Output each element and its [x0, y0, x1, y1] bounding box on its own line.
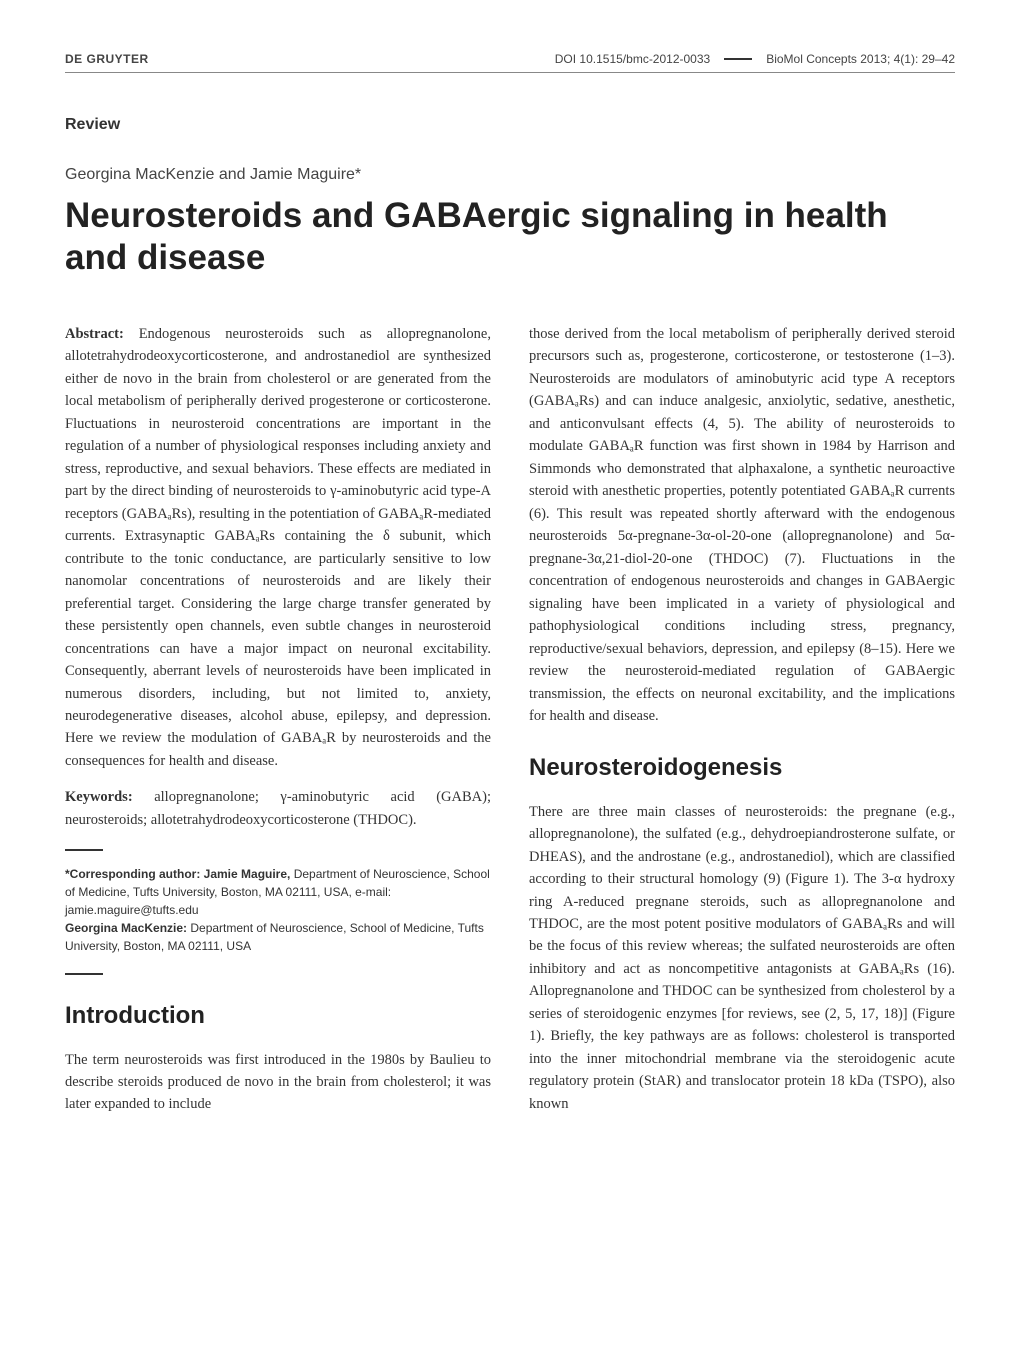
- article-title: Neurosteroids and GABAergic signaling in…: [65, 195, 955, 279]
- two-column-layout: Abstract: Endogenous neurosteroids such …: [65, 323, 955, 1130]
- section-heading-neurosteroidogenesis: Neurosteroidogenesis: [529, 749, 955, 786]
- doi-text: DOI 10.1515/bmc-2012-0033: [555, 50, 710, 68]
- header-rule: [65, 72, 955, 73]
- intro-rule: [65, 973, 103, 975]
- col2-paragraph-2: There are three main classes of neuroste…: [529, 801, 955, 1116]
- author-info-block: *Corresponding author: Jamie Maguire, De…: [65, 865, 491, 955]
- header-separator-icon: [724, 58, 752, 60]
- abstract-body: Endogenous neurosteroids such as allopre…: [65, 326, 491, 769]
- author-info-rule: [65, 849, 103, 851]
- second-author-label: Georgina MacKenzie:: [65, 921, 187, 935]
- header-right: DOI 10.1515/bmc-2012-0033 BioMol Concept…: [555, 50, 955, 68]
- right-column: those derived from the local metabolism …: [529, 323, 955, 1130]
- article-type-label: Review: [65, 113, 955, 137]
- abstract-label: Abstract:: [65, 326, 124, 342]
- running-header: DE GRUYTER DOI 10.1515/bmc-2012-0033 Bio…: [65, 50, 955, 68]
- intro-paragraph: The term neurosteroids was first introdu…: [65, 1049, 491, 1116]
- publisher-name: DE GRUYTER: [65, 50, 149, 68]
- corresponding-author-label: *Corresponding author: Jamie Maguire,: [65, 867, 290, 881]
- authors-line: Georgina MacKenzie and Jamie Maguire*: [65, 163, 955, 187]
- abstract-paragraph: Abstract: Endogenous neurosteroids such …: [65, 323, 491, 772]
- section-heading-introduction: Introduction: [65, 997, 491, 1034]
- left-column: Abstract: Endogenous neurosteroids such …: [65, 323, 491, 1130]
- citation-text: BioMol Concepts 2013; 4(1): 29–42: [766, 50, 955, 68]
- col2-paragraph-1: those derived from the local metabolism …: [529, 323, 955, 727]
- keywords-label: Keywords:: [65, 789, 133, 805]
- keywords-paragraph: Keywords: allopregnanolone; γ-aminobutyr…: [65, 786, 491, 831]
